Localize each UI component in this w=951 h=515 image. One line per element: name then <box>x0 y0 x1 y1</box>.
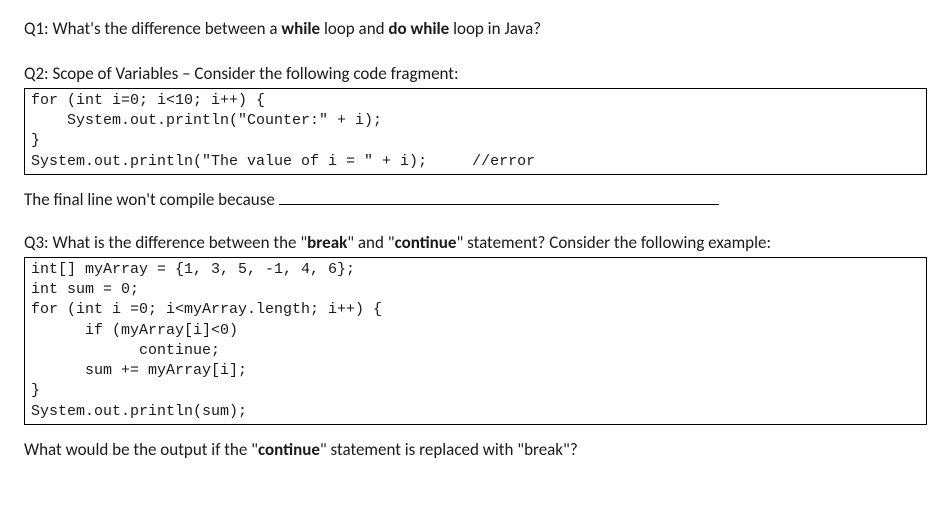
q3-bold-break: break <box>307 232 347 253</box>
q3-prompt: Q3: What is the difference between the "… <box>24 232 927 255</box>
q2-label: Q2: <box>24 63 49 84</box>
q1-text-b: loop and <box>320 18 388 39</box>
question-3: Q3: What is the difference between the "… <box>24 232 927 460</box>
q3-t1: What is the difference between the " <box>49 232 308 253</box>
q1-text-c: loop in Java? <box>449 18 541 39</box>
q3-f-bold: continue <box>258 439 320 460</box>
q2-blank-line <box>279 204 719 205</box>
question-2: Q2: Scope of Variables – Consider the fo… <box>24 63 927 210</box>
q2-title: Scope of Variables – Consider the follow… <box>49 63 459 84</box>
q2-followup: The final line won't compile because <box>24 189 927 210</box>
q1-prompt: Q1: What's the difference between a whil… <box>24 18 927 41</box>
q3-followup: What would be the output if the "continu… <box>24 439 927 460</box>
q3-t2: " and " <box>347 232 394 253</box>
q3-label: Q3: <box>24 232 49 253</box>
q3-t3: " statement? Consider the following exam… <box>456 232 771 253</box>
q2-followup-text: The final line won't compile because <box>24 189 275 210</box>
q3-f-t2: " statement is replaced with "break"? <box>320 439 578 460</box>
q1-label: Q1: <box>24 18 49 39</box>
q1-text-a: What's the difference between a <box>49 18 282 39</box>
q2-prompt: Q2: Scope of Variables – Consider the fo… <box>24 63 927 86</box>
q3-bold-continue: continue <box>395 232 457 253</box>
q2-code-box: for (int i=0; i<10; i++) { System.out.pr… <box>24 88 927 175</box>
q1-bold-dowhile: do while <box>388 18 449 39</box>
q1-bold-while: while <box>281 18 320 39</box>
q3-code-box: int[] myArray = {1, 3, 5, -1, 4, 6}; int… <box>24 257 927 425</box>
q3-f-t1: What would be the output if the " <box>24 439 258 460</box>
question-1: Q1: What's the difference between a whil… <box>24 18 927 41</box>
